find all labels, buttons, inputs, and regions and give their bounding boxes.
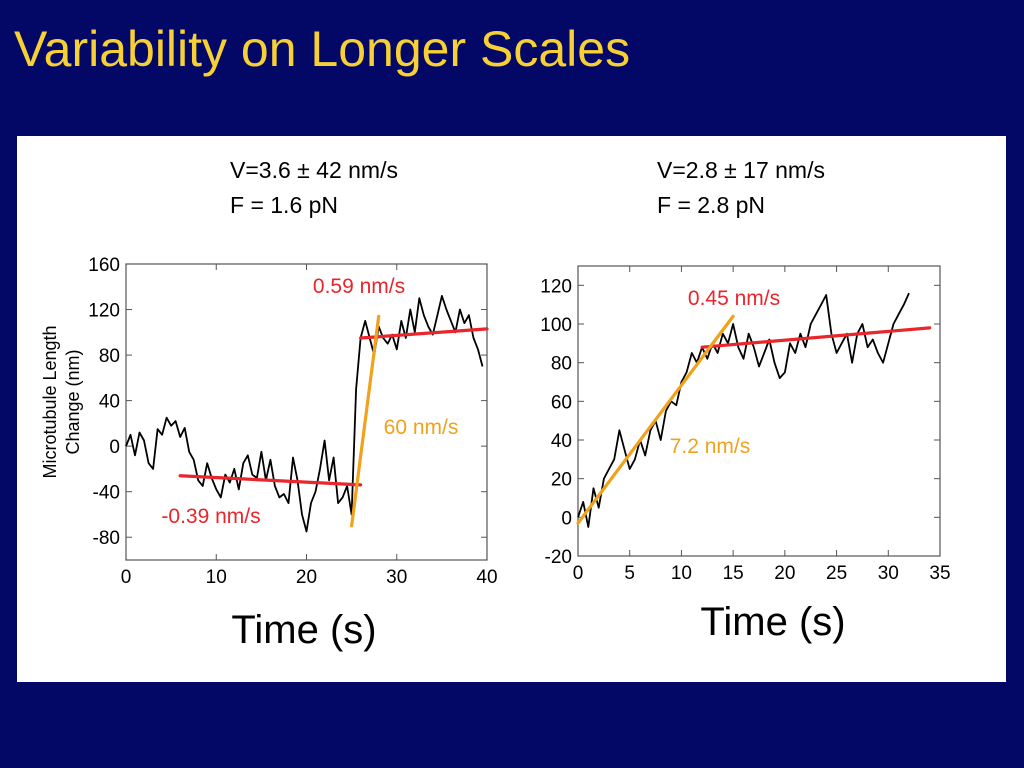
left-xtick-label: 30 [386,567,407,588]
left-ytick-label: -80 [93,528,120,549]
left-xtick-label: 0 [121,567,132,588]
left-ylabel-line2: Change (nm) [63,349,83,454]
right-xtick-label: 5 [624,563,635,584]
right-fit-line-red [700,326,932,349]
left-length-trace [125,294,484,533]
right-plot-frame [577,265,941,557]
right-ytick-label: -20 [545,547,572,568]
right-fit-label: 0.45 nm/s [688,287,780,310]
left-ylabel-line1: Microtubule Length [40,325,60,478]
figure-panel: V=3.6 ± 42 nm/s F = 1.6 pN V=2.8 ± 17 nm… [17,136,1006,682]
right-xlabel: Time (s) [700,600,845,644]
right-xtick-label: 10 [671,563,692,584]
left-xtick-label: 20 [296,567,317,588]
right-ytick-label: 120 [540,276,572,297]
slide-title: Variability on Longer Scales [14,21,631,77]
left-xtick-label: 40 [476,567,497,588]
left-header-velocity: V=3.6 ± 42 nm/s [230,157,398,183]
left-ytick-label: -40 [93,483,120,504]
left-fit-line-red [178,474,363,487]
left-fit-label: -0.39 nm/s [161,505,260,528]
right-xtick-label: 15 [723,563,744,584]
left-xtick-label: 10 [206,567,227,588]
right-xtick-label: 30 [878,563,899,584]
right-ytick-label: 60 [551,392,572,413]
left-ytick-label: 0 [109,437,120,458]
right-header-force: F = 2.8 pN [657,192,765,218]
right-ytick-label: 40 [551,431,572,452]
figure-svg: V=3.6 ± 42 nm/s F = 1.6 pN V=2.8 ± 17 nm… [40,157,951,652]
left-ytick-label: 160 [88,255,120,276]
left-fit-line-red [359,327,489,340]
left-ytick-label: 120 [88,301,120,322]
right-length-trace [577,292,910,528]
right-xtick-label: 20 [774,563,795,584]
left-chart: 0 10 20 30 40 -80 -40 0 40 80 120 160 -0.39 nm/s 0.59… [88,255,497,588]
left-fit-label: 60 nm/s [384,416,459,439]
left-header-force: F = 1.6 pN [230,192,338,218]
right-ytick-label: 80 [551,354,572,375]
left-ytick-label: 80 [99,346,120,367]
left-fit-line-orange [350,314,381,528]
left-fit-label: 0.59 nm/s [313,275,405,298]
right-fit-label: 7.2 nm/s [670,435,751,458]
right-xtick-label: 35 [929,563,950,584]
right-xtick-label: 25 [826,563,847,584]
right-ytick-label: 0 [561,508,572,529]
left-xlabel: Time (s) [231,608,376,652]
right-xtick-label: 0 [573,563,584,584]
right-header-velocity: V=2.8 ± 17 nm/s [657,157,825,183]
left-ytick-label: 40 [99,392,120,413]
right-fit-line-orange [576,314,735,525]
right-ytick-label: 20 [551,470,572,491]
right-ytick-label: 100 [540,315,572,336]
